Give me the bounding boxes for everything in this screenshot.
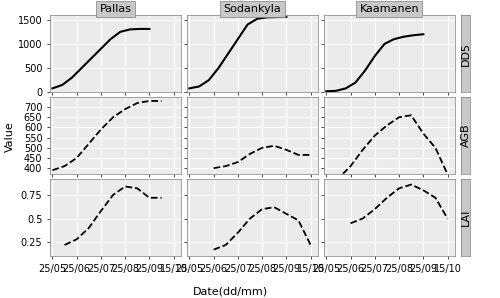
Text: Value: Value [5, 122, 15, 153]
Text: AGB: AGB [460, 124, 470, 148]
Title: Pallas: Pallas [100, 4, 132, 14]
Title: Sodankyla: Sodankyla [224, 4, 282, 14]
Text: LAI: LAI [460, 209, 470, 226]
Text: DD5: DD5 [460, 42, 470, 66]
Title: Kaamanen: Kaamanen [360, 4, 419, 14]
Text: Date(dd/mm): Date(dd/mm) [192, 286, 268, 297]
